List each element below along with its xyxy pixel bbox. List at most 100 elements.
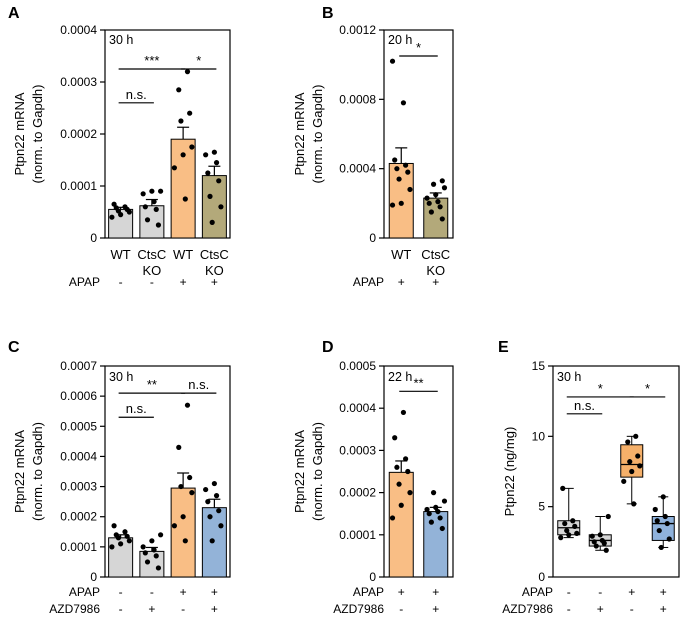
condition-value: + <box>211 275 218 289</box>
data-point <box>180 152 186 158</box>
data-point <box>605 513 611 520</box>
data-point <box>400 409 407 416</box>
y-tick-label: 15 <box>532 359 546 373</box>
data-point <box>407 186 413 193</box>
data-point <box>218 523 224 529</box>
data-point <box>435 508 441 515</box>
condition-label: APAP <box>353 585 384 599</box>
data-point <box>180 514 186 520</box>
data-point <box>122 529 128 535</box>
data-point <box>400 100 407 106</box>
significance-label: *** <box>144 53 159 68</box>
y-axis-label-sub: (norm. to Gapdh) <box>310 85 325 184</box>
y-tick-label: 10 <box>532 429 546 443</box>
condition-value: - <box>567 585 571 599</box>
x-tick-label-sub: KO <box>205 263 224 278</box>
data-point <box>207 193 213 199</box>
bar <box>388 471 414 578</box>
time-label: 22 h <box>388 370 412 384</box>
data-point <box>171 523 177 529</box>
time-label: 30 h <box>109 33 133 47</box>
data-point <box>111 523 117 529</box>
x-tick-label: WT <box>391 247 411 262</box>
data-point <box>405 169 411 175</box>
data-point <box>398 200 404 206</box>
data-point <box>124 533 130 539</box>
y-axis-label: Ptpn22 mRNA <box>292 92 307 175</box>
condition-label: AZD7986 <box>333 602 384 616</box>
data-point <box>142 550 148 556</box>
data-point <box>629 468 635 475</box>
data-point <box>426 200 432 206</box>
data-point <box>652 506 658 513</box>
condition-value: + <box>180 585 187 599</box>
data-point <box>178 118 184 124</box>
data-point <box>203 152 209 158</box>
data-point <box>178 483 184 490</box>
panel-letter: B <box>322 5 334 22</box>
data-point <box>205 499 211 505</box>
data-point <box>664 520 670 527</box>
data-point <box>633 433 639 439</box>
data-point <box>396 176 402 182</box>
data-point <box>218 204 224 210</box>
condition-label: APAP <box>353 275 384 289</box>
data-point <box>182 196 188 202</box>
data-point <box>109 214 115 220</box>
data-point <box>151 547 157 553</box>
data-point <box>122 204 128 210</box>
data-point <box>403 456 409 462</box>
data-point <box>430 181 437 187</box>
plot-frame <box>552 365 680 578</box>
data-point <box>389 202 396 208</box>
data-point <box>666 536 672 542</box>
data-point <box>151 199 157 205</box>
condition-value: + <box>432 585 439 599</box>
data-point <box>662 513 668 520</box>
data-point <box>435 199 441 205</box>
y-axis-label-sub: (norm. to Gapdh) <box>310 422 325 521</box>
panel-c: C 0 0.0001 0.0002 0.0003 0.0004 0.0005 0.0006 0.… <box>8 339 231 616</box>
condition-value: + <box>660 602 667 616</box>
y-tick-label: 0.0004 <box>339 401 376 415</box>
data-point <box>625 439 631 445</box>
data-point <box>203 486 209 493</box>
y-tick-label: 0.0005 <box>60 419 97 433</box>
condition-label: APAP <box>69 585 100 599</box>
data-point <box>572 523 578 529</box>
data-point <box>428 519 434 525</box>
condition-value: - <box>119 602 123 616</box>
condition-label: AZD7986 <box>49 602 100 616</box>
data-point <box>184 69 191 75</box>
y-tick-label: 0.0004 <box>339 162 376 176</box>
panel-letter: D <box>322 339 334 356</box>
y-tick-label: 0 <box>369 231 376 245</box>
y-tick-label: 0.0001 <box>60 179 97 193</box>
data-point <box>216 508 222 514</box>
y-axis-label: Ptpn22 mRNA <box>12 430 27 513</box>
data-point <box>441 185 448 191</box>
data-point <box>394 464 400 470</box>
y-tick-label: 0.0003 <box>339 443 376 457</box>
data-point <box>589 533 595 539</box>
y-tick-label: 0.0005 <box>339 359 376 373</box>
data-point <box>439 178 445 184</box>
bar <box>139 550 165 578</box>
bar <box>388 162 414 239</box>
condition-value: - <box>630 602 634 616</box>
bar <box>201 175 227 239</box>
condition-value: + <box>432 275 439 289</box>
x-tick-label: WT <box>173 247 193 262</box>
y-tick-label: 0 <box>369 570 376 584</box>
y-tick-label: 0 <box>90 231 97 245</box>
data-point <box>439 216 445 222</box>
time-label: 30 h <box>109 370 133 384</box>
y-axis-label: Ptpn22 (ng/mg) <box>502 427 517 517</box>
data-point <box>389 58 396 64</box>
data-point <box>437 204 443 210</box>
data-point <box>593 543 599 549</box>
data-point <box>433 192 439 198</box>
data-point <box>562 520 568 527</box>
condition-value: + <box>432 602 439 616</box>
time-label: 20 h <box>388 33 412 47</box>
